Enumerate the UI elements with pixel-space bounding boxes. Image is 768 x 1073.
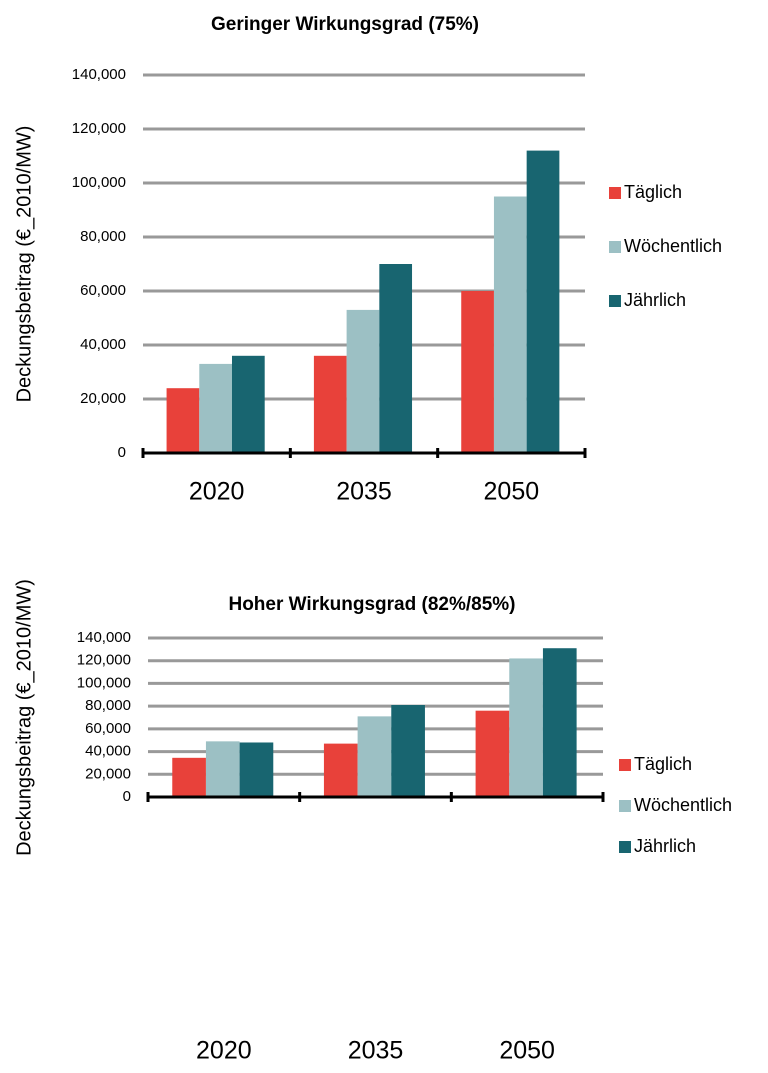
y-tick-label: 60,000 (85, 720, 131, 737)
y-tick-label: 80,000 (80, 228, 126, 245)
y-tick-label: 120,000 (77, 652, 131, 669)
bar (493, 196, 527, 453)
bar (357, 716, 392, 797)
bar (199, 363, 232, 453)
y-tick-label: 0 (123, 788, 131, 805)
y-tick-label: 20,000 (85, 765, 131, 782)
bar (313, 355, 347, 453)
bar (239, 742, 274, 797)
legend-swatch (619, 800, 631, 812)
y-tick-label: 120,000 (72, 120, 126, 137)
y-tick-label: 100,000 (72, 174, 126, 191)
bar (323, 743, 358, 797)
bar (166, 388, 200, 453)
bar (205, 741, 240, 797)
x-tick-label: 2035 (348, 1037, 404, 1065)
legend-label: Wöchentlich (634, 795, 732, 815)
chart-title: Geringer Wirkungsgrad (75%) (211, 14, 479, 35)
bar (172, 757, 206, 797)
y-tick-label: 140,000 (77, 629, 131, 646)
legend-swatch (609, 187, 621, 199)
chart-title: Hoher Wirkungsgrad (82%/85%) (228, 594, 515, 615)
y-tick-label: 0 (118, 444, 126, 461)
legend-label: Jährlich (624, 290, 686, 310)
legend-swatch (619, 841, 631, 853)
bar (379, 264, 413, 453)
bar (231, 355, 265, 453)
legend-label: Täglich (634, 754, 692, 774)
legend-swatch (609, 241, 621, 253)
legend-label: Jährlich (634, 836, 696, 856)
y-tick-label: 60,000 (80, 282, 126, 299)
y-tick-label: 20,000 (80, 390, 126, 407)
bar (461, 291, 494, 453)
x-tick-label: 2020 (196, 1037, 252, 1065)
x-tick-label: 2050 (484, 478, 540, 506)
legend-swatch (609, 295, 621, 307)
y-tick-label: 40,000 (85, 743, 131, 760)
x-tick-label: 2020 (189, 478, 245, 506)
bar (391, 705, 425, 797)
x-tick-label: 2035 (336, 478, 392, 506)
bar (509, 658, 543, 797)
bar (542, 648, 577, 797)
bar (475, 710, 510, 797)
y-tick-label: 40,000 (80, 336, 126, 353)
bar (526, 150, 560, 453)
y-tick-label: 80,000 (85, 697, 131, 714)
y-axis-label: Deckungsbeitrag (€_2010/MW) (13, 579, 35, 856)
x-tick-label: 2050 (499, 1037, 555, 1065)
y-tick-label: 100,000 (77, 674, 131, 691)
legend-swatch (619, 759, 631, 771)
legend-label: Wöchentlich (624, 236, 722, 256)
legend-label: Täglich (624, 182, 682, 202)
bar (346, 309, 380, 453)
y-axis-label: Deckungsbeitrag (€_2010/MW) (13, 126, 35, 403)
y-tick-label: 140,000 (72, 66, 126, 83)
